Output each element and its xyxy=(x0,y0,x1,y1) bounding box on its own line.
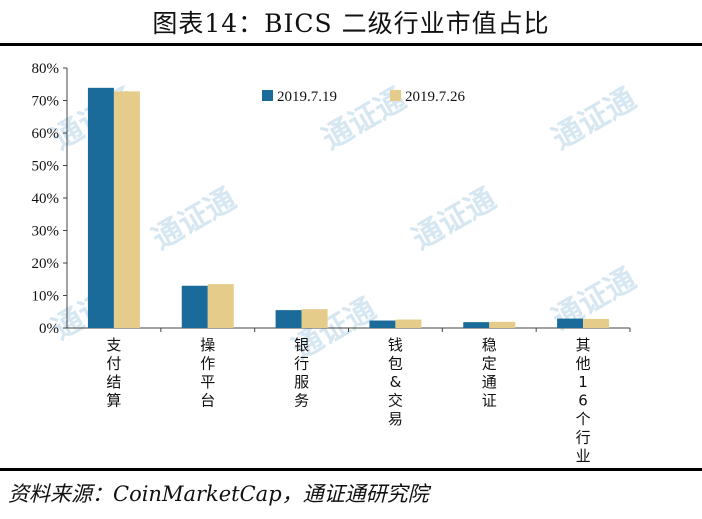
legend-swatch-series1 xyxy=(262,90,273,101)
category-label: 其他 1 6 个行业 xyxy=(576,336,591,465)
legend-swatch-series2 xyxy=(390,90,401,101)
y-tick-label: 40% xyxy=(32,191,60,207)
bar-series1 xyxy=(87,87,114,328)
legend-label-series2: 2019.7.26 xyxy=(405,89,466,105)
y-tick-label: 80% xyxy=(32,61,60,77)
bar-series2 xyxy=(583,318,610,328)
legend-label-series1: 2019.7.19 xyxy=(277,89,337,105)
bar-series1 xyxy=(181,285,208,328)
y-tick-label: 60% xyxy=(32,126,60,142)
category-label: 支付结算 xyxy=(106,336,121,410)
bar-series1 xyxy=(463,322,490,328)
bar-series2 xyxy=(301,309,328,328)
bar-series2 xyxy=(207,284,234,328)
bottom-rule xyxy=(0,468,702,471)
category-label: 钱包&交易 xyxy=(388,336,403,428)
bar-series1 xyxy=(275,310,302,328)
y-tick-label: 0% xyxy=(39,321,59,337)
chart-title: 图表14：BICS 二级行业市值占比 xyxy=(152,9,550,38)
bar-series2 xyxy=(395,319,422,328)
y-tick-label: 30% xyxy=(32,224,60,240)
watermark-text: 通证通 xyxy=(407,182,502,257)
source-note: 资料来源：CoinMarketCap，通证通研究院 xyxy=(8,482,429,506)
y-tick-label: 50% xyxy=(32,159,60,175)
bar-series2 xyxy=(113,91,140,329)
bar-series2 xyxy=(489,321,516,328)
watermark-text: 通证通 xyxy=(147,182,242,257)
top-rule xyxy=(0,43,702,46)
watermark-text: 通证通 xyxy=(547,82,642,157)
y-tick-label: 20% xyxy=(32,256,60,272)
bar-series1 xyxy=(369,320,396,328)
bar-series1 xyxy=(557,318,584,328)
y-tick-label: 10% xyxy=(32,289,60,305)
category-label: 操作平台 xyxy=(200,336,215,410)
category-label: 稳定通证 xyxy=(482,336,497,410)
category-label: 银行服务 xyxy=(294,336,309,410)
y-tick-label: 70% xyxy=(32,94,60,110)
